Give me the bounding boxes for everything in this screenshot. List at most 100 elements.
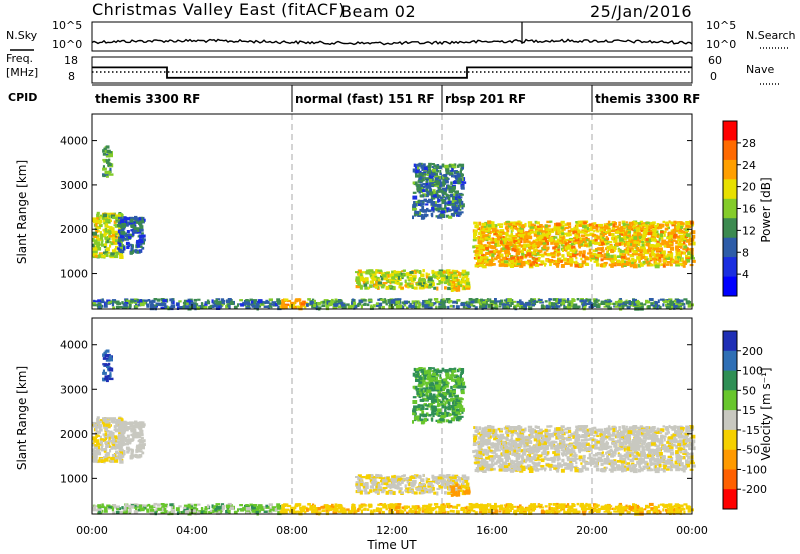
power-cell (588, 243, 593, 247)
power-cell (108, 158, 111, 162)
power-cell (472, 304, 476, 308)
velocity-cell (214, 508, 218, 512)
velocity-cell (92, 421, 97, 426)
velocity-cell (104, 377, 109, 380)
power-cell (422, 185, 426, 189)
power-cell (451, 165, 457, 169)
power-cell (512, 237, 517, 241)
velocity-cell (103, 450, 107, 453)
power-cell (494, 243, 498, 247)
power-cell (426, 170, 432, 174)
power-cell (104, 149, 108, 154)
power-cell (631, 257, 635, 261)
power-cell (510, 221, 515, 224)
power-cell (655, 230, 659, 234)
power-cell (584, 244, 588, 247)
cpid-program-label: rbsp 201 RF (445, 92, 526, 106)
power-cell (551, 302, 556, 306)
power-cell (96, 219, 101, 224)
power-cell (204, 303, 208, 306)
power-cell (688, 242, 693, 246)
power-cell (420, 285, 425, 288)
power-cell (404, 284, 408, 287)
colorbar-tick-label: 4 (742, 268, 749, 281)
power-cell (527, 240, 530, 243)
power-cell (190, 302, 194, 306)
velocity-cell (317, 507, 321, 511)
power-cell (635, 305, 641, 308)
power-cell (568, 261, 571, 265)
velocity-cell (563, 511, 568, 514)
power-cell (649, 229, 654, 233)
velocity-cell (491, 508, 495, 511)
power-cell (508, 304, 512, 307)
velocity-cell (104, 354, 108, 358)
velocity-cell (667, 509, 671, 513)
power-cell (660, 230, 664, 234)
velocity-cell (211, 504, 214, 509)
power-cell (588, 257, 592, 261)
power-cell (640, 248, 644, 253)
power-cell (660, 252, 664, 255)
power-cell (442, 298, 445, 301)
velocity-cell (112, 441, 116, 444)
power-cell (673, 299, 677, 303)
power-cell (375, 276, 380, 281)
power-cell (375, 280, 378, 285)
power-cell (126, 230, 130, 234)
power-cell (482, 227, 487, 232)
velocity-cell (112, 511, 115, 515)
power-cell (429, 191, 434, 196)
power-cell (93, 219, 98, 223)
velocity-cell (519, 504, 522, 508)
power-cell (332, 305, 338, 310)
power-cell (536, 252, 540, 255)
power-cell (162, 299, 167, 303)
velocity-cell (251, 509, 256, 513)
velocity-cell (315, 511, 319, 516)
power-cell (146, 303, 150, 306)
power-cell (544, 300, 548, 303)
power-cell (455, 194, 459, 197)
power-cell (427, 168, 431, 171)
velocity-cell (576, 502, 580, 506)
power-cell (141, 246, 145, 250)
velocity-cell (240, 508, 244, 512)
power-cell (564, 239, 570, 242)
velocity-cell (101, 503, 104, 507)
power-cell (608, 232, 612, 236)
power-cell (680, 223, 685, 227)
power-cell (393, 270, 396, 274)
power-cell (387, 286, 392, 289)
velocity-cell (495, 511, 499, 515)
power-cell (219, 300, 222, 305)
velocity-cell (126, 450, 130, 454)
power-cell (521, 224, 525, 227)
power-cell (418, 282, 422, 286)
power-cell (504, 237, 510, 240)
velocity-cell (102, 353, 106, 357)
power-cell (117, 223, 121, 227)
velocity-cell (96, 424, 101, 429)
power-cell (371, 271, 377, 275)
power-cell (443, 207, 446, 211)
power-cell (683, 237, 688, 240)
velocity-cell (584, 504, 587, 508)
power-cell (488, 259, 494, 264)
power-cell (637, 248, 643, 252)
power-cell (613, 302, 616, 306)
power-cell (504, 263, 507, 266)
power-cell (526, 243, 531, 247)
power-cell (527, 221, 533, 224)
velocity-cell (169, 511, 174, 515)
power-cell (685, 255, 690, 258)
velocity-cell (679, 511, 683, 515)
power-cell (496, 243, 500, 247)
power-cell (633, 229, 637, 233)
power-cell (106, 236, 109, 239)
power-cell (658, 256, 662, 261)
power-cell (663, 260, 668, 263)
velocity-cell (448, 504, 451, 509)
power-cell (601, 231, 604, 235)
power-cell (609, 229, 614, 233)
